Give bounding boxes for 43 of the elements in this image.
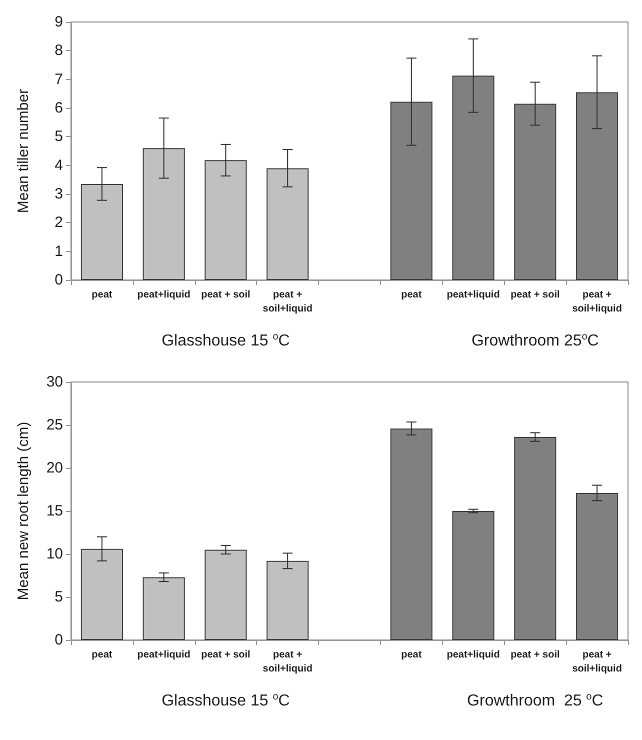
- x-tick-label: peat: [401, 650, 422, 660]
- bar: [204, 550, 247, 640]
- y-axis-title: Mean new root length (cm): [15, 422, 32, 600]
- x-tick-label: peat+liquid: [446, 290, 500, 300]
- y-tick-label: 2: [54, 214, 63, 232]
- bar: [80, 548, 123, 640]
- x-tick-label: peat + soil+liquid: [572, 290, 622, 314]
- x-tick-label: peat + soil: [510, 650, 560, 660]
- x-tick-label: peat+liquid: [446, 650, 500, 660]
- x-tick-label: peat + soil+liquid: [262, 290, 312, 314]
- bar: [142, 148, 185, 280]
- y-tick-label: 5: [54, 588, 63, 606]
- x-tick-label: peat + soil: [201, 290, 251, 300]
- y-tick-label: 30: [46, 374, 63, 390]
- x-tick-label: peat+liquid: [137, 650, 190, 660]
- y-tick-label: 7: [54, 70, 63, 88]
- y-tick-label: 1: [54, 242, 63, 260]
- y-tick-label: 15: [46, 502, 63, 520]
- y-axis-title: Mean tiller number: [15, 88, 32, 214]
- x-tick-label: peat: [92, 290, 113, 300]
- y-tick-label: 0: [54, 272, 63, 288]
- x-tick-label: peat: [401, 290, 422, 300]
- y-tick-label: 8: [54, 42, 63, 60]
- x-tick-label: peat + soil+liquid: [262, 650, 312, 674]
- x-tick-label: peat + soil+liquid: [572, 650, 622, 674]
- y-tick-label: 9: [54, 14, 63, 30]
- bar: [80, 184, 123, 280]
- bar: [204, 160, 247, 280]
- y-tick-label: 3: [54, 186, 63, 202]
- y-tick-label: 5: [54, 128, 63, 146]
- y-tick-label: 6: [54, 100, 63, 116]
- x-tick-label: peat: [92, 650, 113, 660]
- y-tick-label: 0: [54, 632, 63, 648]
- y-tick-label: 4: [54, 156, 63, 174]
- bar: [266, 168, 309, 280]
- y-tick-label: 10: [46, 546, 63, 562]
- x-tick-label: peat+liquid: [137, 290, 190, 300]
- x-tick-label: peat + soil: [201, 650, 251, 660]
- y-tick-label: 25: [46, 416, 63, 434]
- x-tick-label: peat + soil: [510, 290, 560, 300]
- bar: [266, 560, 309, 640]
- bar: [142, 577, 185, 640]
- y-tick-label: 20: [46, 460, 63, 476]
